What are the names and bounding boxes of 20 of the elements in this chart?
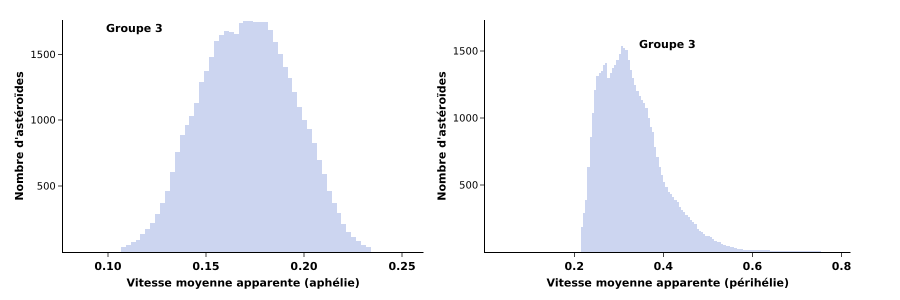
y-tick-label: 1500	[452, 46, 478, 58]
y-tick-label: 500	[459, 180, 478, 192]
x-tick-label: 0.20	[290, 260, 318, 274]
y-tick-label: 1000	[30, 116, 56, 127]
x-axis-title: Vitesse moyenne apparente (aphélie)	[126, 276, 360, 290]
x-tick-label: 0.15	[192, 260, 220, 274]
x-tick-label: 0.8	[832, 260, 852, 274]
y-axis-title: Nombre d'astéroïdes	[435, 70, 448, 201]
x-tick-label: 0.4	[654, 260, 674, 274]
x-tick-label: 0.6	[742, 260, 763, 274]
y-tick-label: 1000	[452, 113, 478, 124]
x-tick-label: 0.10	[94, 260, 122, 274]
chart-title: Groupe 3	[106, 22, 163, 35]
x-tick-label: 0.2	[564, 260, 584, 274]
x-tick-label: 0.25	[388, 260, 416, 274]
y-tick-label: 1500	[30, 50, 56, 61]
y-tick-label: 500	[36, 182, 56, 193]
y-axis-title: Nombre d'astéroïdes	[12, 70, 26, 201]
text: Groupe 3	[639, 38, 696, 51]
x-axis-title: Vitesse moyenne apparente (périhélie)	[546, 276, 790, 290]
